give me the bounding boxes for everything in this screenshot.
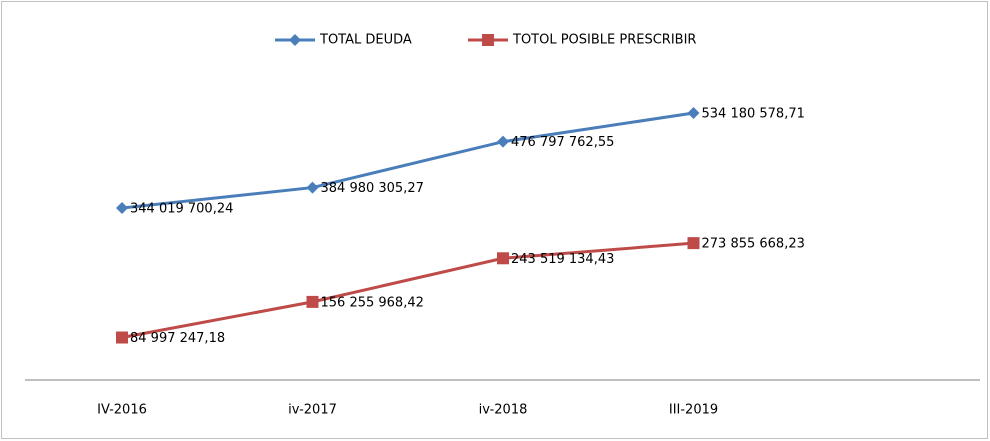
data-point <box>497 135 509 148</box>
x-tick-label: iv-2017 <box>288 403 337 418</box>
legend-marker <box>289 34 301 46</box>
data-label: 273 855 668,23 <box>702 237 805 252</box>
x-tick-label: IV-2016 <box>97 403 147 418</box>
series-line <box>121 241 694 339</box>
data-label: 344 019 700,24 <box>130 202 233 217</box>
series-line <box>121 111 694 210</box>
data-point <box>687 107 700 119</box>
legend-marker <box>482 34 494 46</box>
x-tick-label: III-2019 <box>669 403 718 418</box>
data-label: 156 255 968,42 <box>321 295 424 310</box>
legend-label: TOTOL POSIBLE PRESCRIBIR <box>512 33 696 48</box>
data-point <box>687 237 700 250</box>
data-point <box>497 252 509 265</box>
data-label: 476 797 762,55 <box>511 135 614 150</box>
data-label: 84 997 247,18 <box>130 331 225 346</box>
data-point <box>116 331 128 344</box>
data-label: 243 519 134,43 <box>511 252 614 267</box>
x-tick-label: iv-2018 <box>479 403 528 418</box>
legend-label: TOTAL DEUDA <box>319 33 412 48</box>
data-point <box>116 202 128 215</box>
data-point <box>306 181 319 194</box>
data-label: 534 180 578,71 <box>702 107 805 122</box>
data-label: 384 980 305,27 <box>321 181 424 196</box>
data-point <box>306 295 319 308</box>
